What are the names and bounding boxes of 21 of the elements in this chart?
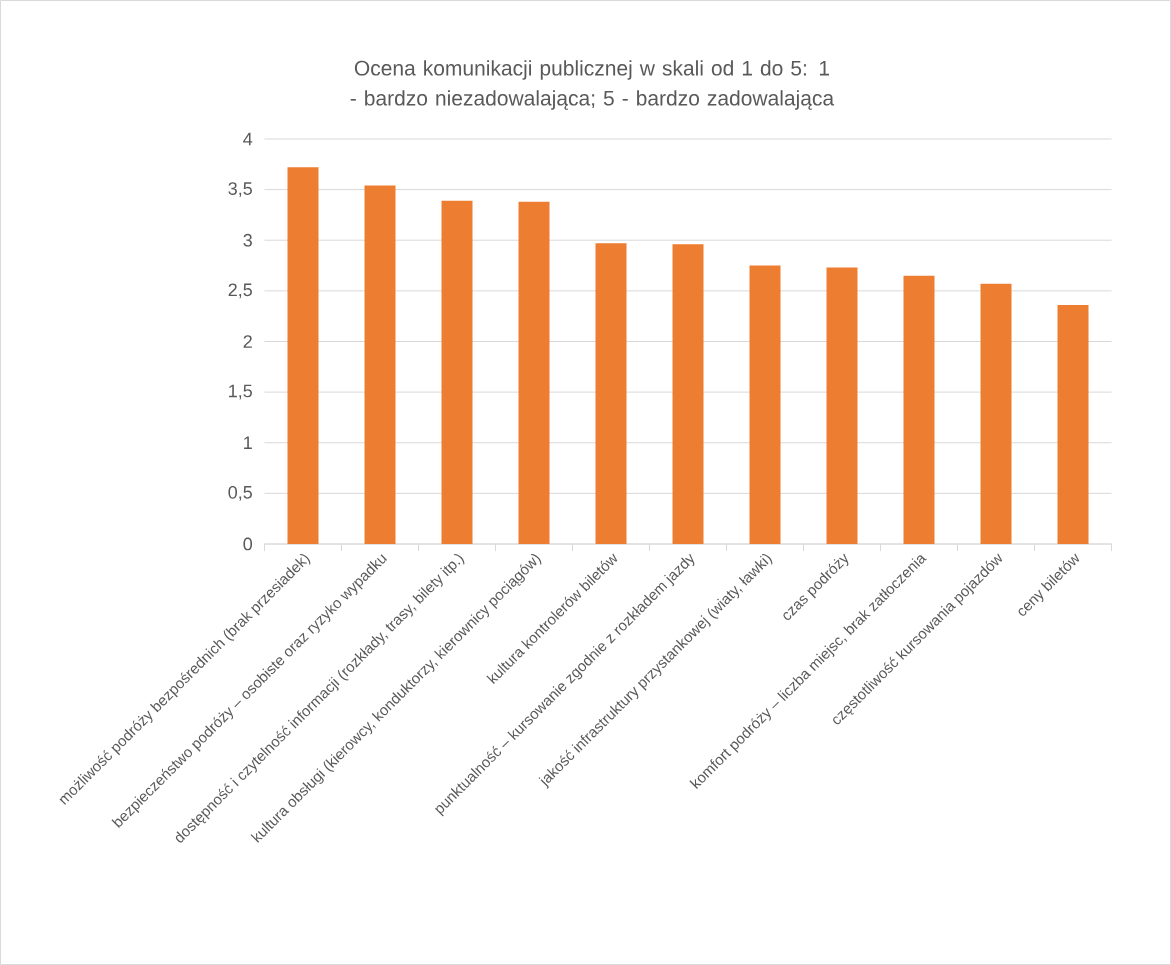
bar <box>980 283 1012 544</box>
bar <box>518 201 550 544</box>
y-tick-label: 3 <box>243 233 252 247</box>
y-tick-label: 3,5 <box>228 182 252 198</box>
bar <box>826 267 858 544</box>
bar <box>287 167 319 544</box>
y-tick-label: 2,5 <box>228 283 252 299</box>
y-tick-label: 1 <box>244 436 252 449</box>
bar <box>749 265 781 544</box>
y-tick-label: 1,5 <box>229 384 252 400</box>
bar <box>364 185 396 544</box>
y-tick-label: 0,5 <box>228 485 252 501</box>
y-tick-label: 0 <box>243 537 253 551</box>
chart-title: Ocena komunikacji publicznej w skali od 1 do 5: 1 - bardzo niezadowalająca; 5 - bardzo zadowalająca <box>350 60 835 110</box>
bar <box>441 200 473 544</box>
bar <box>1057 305 1089 544</box>
y-tick-label: 2 <box>243 335 252 348</box>
bar <box>595 243 627 544</box>
bar <box>903 275 935 544</box>
bar <box>672 244 704 544</box>
y-tick-label: 4 <box>243 132 253 146</box>
